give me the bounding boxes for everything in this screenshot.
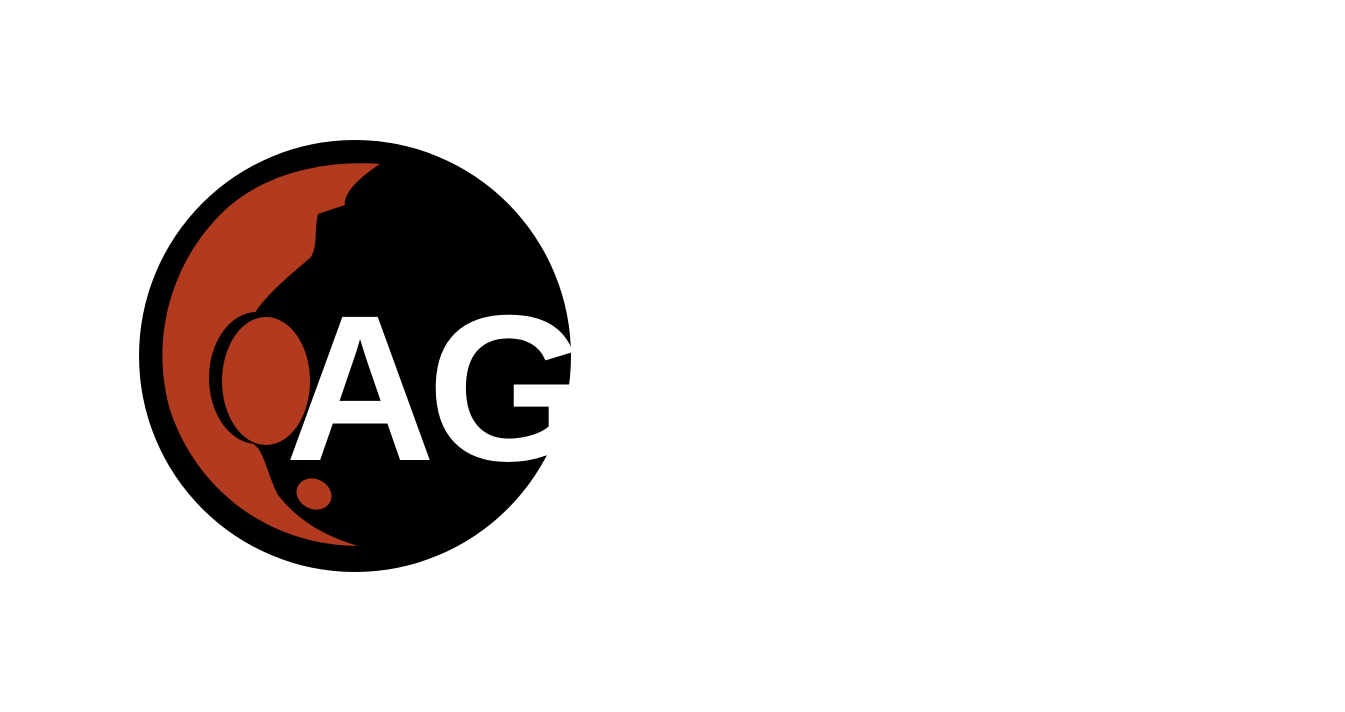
logo-crescent	[162, 163, 380, 546]
crater	[222, 317, 310, 445]
logo-text: AG	[285, 273, 581, 505]
small-crater	[296, 478, 332, 510]
